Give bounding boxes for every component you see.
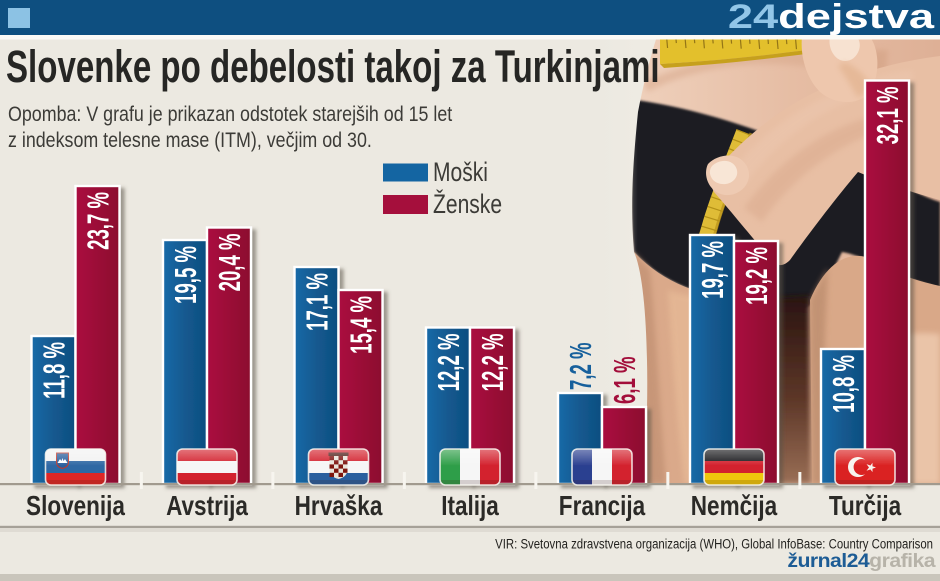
svg-text:17,1 %: 17,1 % bbox=[301, 273, 335, 331]
svg-text:Opomba: V grafu je prikazan od: Opomba: V grafu je prikazan odstotek sta… bbox=[8, 103, 453, 127]
svg-text:Nemčija: Nemčija bbox=[691, 491, 778, 522]
svg-text:Hrvaška: Hrvaška bbox=[295, 491, 384, 522]
svg-text:23,7 %: 23,7 % bbox=[82, 192, 116, 250]
svg-text:Avstrija: Avstrija bbox=[166, 491, 249, 522]
svg-text:11,8 %: 11,8 % bbox=[38, 342, 72, 399]
svg-text:7,2 %: 7,2 % bbox=[564, 342, 598, 390]
svg-text:VIR: Svetovna zdravstvena orga: VIR: Svetovna zdravstvena organizacija (… bbox=[495, 537, 933, 552]
svg-text:Slovenke po debelosti takoj za: Slovenke po debelosti takoj za Turkinjam… bbox=[6, 42, 660, 92]
svg-text:32,1 %: 32,1 % bbox=[871, 86, 905, 144]
svg-text:19,2 %: 19,2 % bbox=[740, 247, 774, 305]
svg-text:24dejstva: 24dejstva bbox=[728, 0, 935, 36]
svg-text:10,8 %: 10,8 % bbox=[827, 355, 861, 413]
svg-text:12,2 %: 12,2 % bbox=[476, 333, 510, 391]
svg-text:žurnal24grafika: žurnal24grafika bbox=[787, 551, 936, 572]
svg-text:Francija: Francija bbox=[559, 491, 646, 522]
svg-text:12,2 %: 12,2 % bbox=[432, 333, 466, 391]
svg-text:Moški: Moški bbox=[433, 158, 488, 188]
svg-text:6,1 %: 6,1 % bbox=[608, 356, 642, 404]
svg-text:19,5 %: 19,5 % bbox=[169, 246, 203, 304]
svg-text:20,4 %: 20,4 % bbox=[213, 233, 247, 291]
svg-text:19,7 %: 19,7 % bbox=[696, 241, 730, 299]
svg-text:Italija: Italija bbox=[441, 491, 500, 522]
svg-text:Turčija: Turčija bbox=[829, 491, 902, 522]
svg-text:z indeksom telesne mase (ITM),: z indeksom telesne mase (ITM), večjim od… bbox=[8, 129, 372, 153]
svg-text:15,4 %: 15,4 % bbox=[345, 296, 379, 354]
svg-text:Slovenija: Slovenija bbox=[26, 491, 126, 522]
svg-text:Ženske: Ženske bbox=[433, 190, 502, 220]
